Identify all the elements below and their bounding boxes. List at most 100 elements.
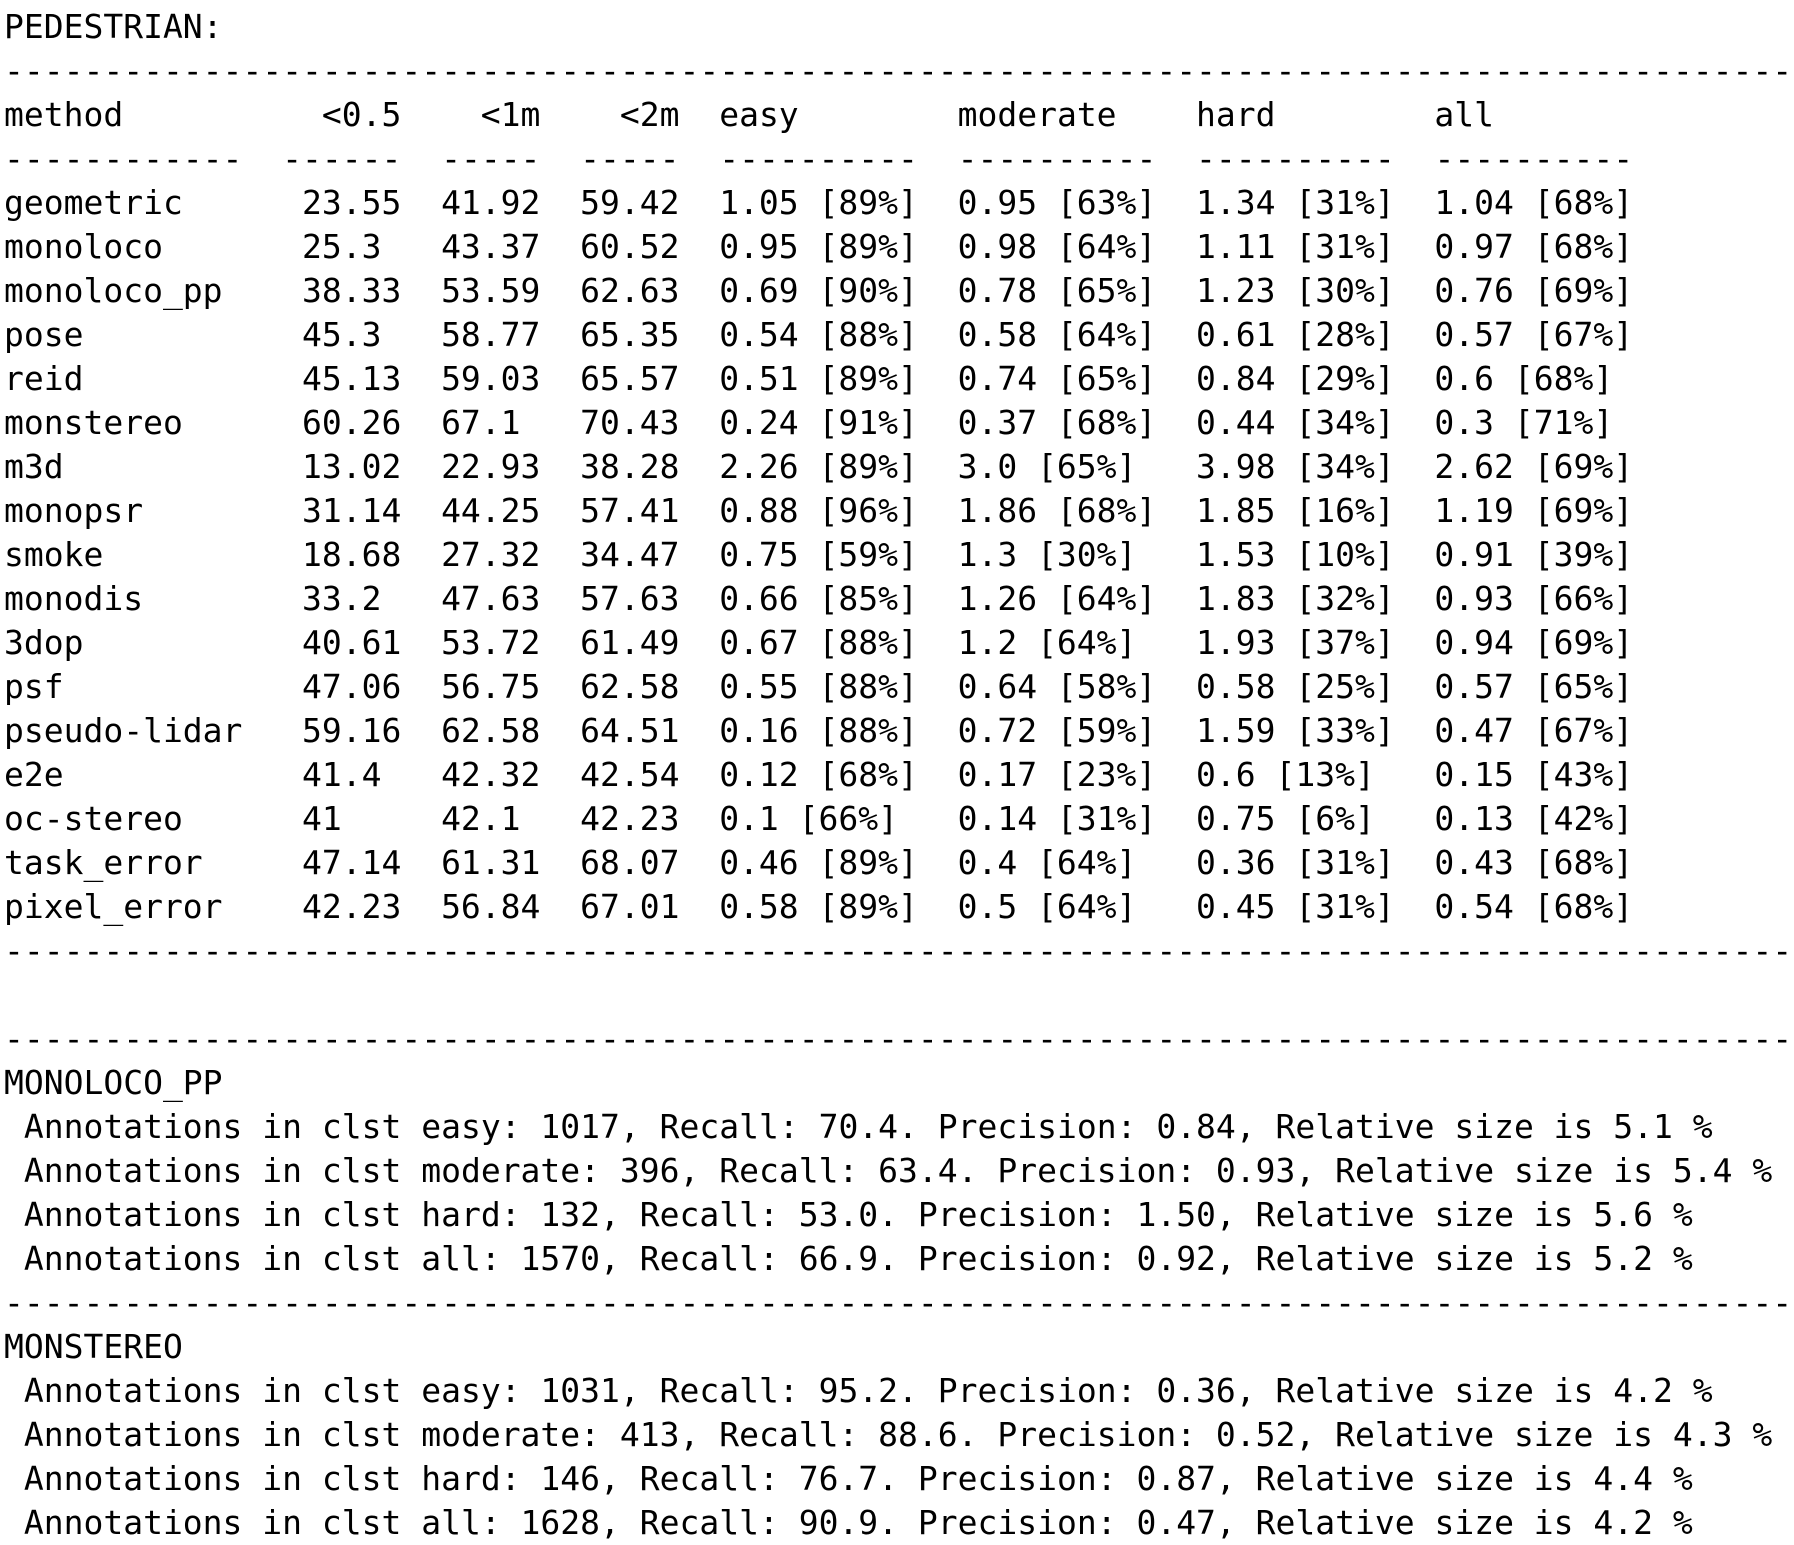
cell-value: 1.85 [16%] [1196, 491, 1395, 530]
cell-value: 1.34 [31%] [1196, 183, 1395, 222]
method-name: reid [4, 359, 84, 398]
summary-title: MONOLOCO_PP [4, 1063, 223, 1102]
cell-value: 0.15 [43%] [1434, 755, 1634, 794]
cell-value: 0.5 [64%] [957, 887, 1137, 926]
summary-line: Annotations in clst all: 1628, Recall: 9… [4, 1503, 1693, 1542]
summary-line: Annotations in clst moderate: 396, Recal… [4, 1151, 1773, 1190]
summary-line: Annotations in clst all: 1570, Recall: 6… [4, 1239, 1693, 1278]
cell-value: 60.52 [580, 227, 680, 266]
cell-value: 58.77 [441, 315, 541, 354]
cell-value: 0.51 [89%] [719, 359, 918, 398]
table-row: monodis 33.2 47.63 57.63 0.66 [85%] 1.26 [64%… [4, 577, 1794, 621]
cell-value: 0.13 [42%] [1434, 799, 1634, 838]
cell-value: 65.35 [580, 315, 680, 354]
cell-value: 42.1 [441, 799, 521, 838]
divider: ----------------------------------------… [4, 51, 1794, 90]
column-header: method [4, 95, 124, 134]
column-header: moderate [957, 95, 1117, 134]
cell-value: 0.46 [89%] [719, 843, 918, 882]
cell-value: 0.72 [59%] [957, 711, 1157, 750]
cell-value: 23.55 [302, 183, 402, 222]
cell-value: 0.67 [88%] [719, 623, 918, 662]
cell-value: 42.32 [441, 755, 541, 794]
method-name: monopsr [4, 491, 144, 530]
table-header: method <0.5 <1m <2m easy moderate hard all [4, 93, 1794, 137]
cell-value: 0.75 [6%] [1196, 799, 1375, 838]
cell-value: 0.45 [31%] [1196, 887, 1395, 926]
cell-value: 1.11 [31%] [1196, 227, 1395, 266]
method-name: geometric [4, 183, 183, 222]
cell-value: 1.05 [89%] [719, 183, 918, 222]
method-name: m3d [4, 447, 64, 486]
table-row: monopsr 31.14 44.25 57.41 0.88 [96%] 1.86 [68… [4, 489, 1794, 533]
blank-line [4, 973, 1794, 1017]
cell-value: 62.63 [580, 271, 680, 310]
method-name: task_error [4, 843, 203, 882]
cell-value: 22.93 [441, 447, 541, 486]
cell-value: 0.69 [90%] [719, 271, 918, 310]
cell-value: 0.44 [34%] [1196, 403, 1395, 442]
cell-value: 61.31 [441, 843, 541, 882]
cell-value: 0.1 [66%] [719, 799, 898, 838]
cell-value: 47.06 [302, 667, 402, 706]
cell-value: 0.57 [65%] [1434, 667, 1634, 706]
cell-value: 67.01 [580, 887, 680, 926]
cell-value: 0.74 [65%] [957, 359, 1157, 398]
table-row: monoloco_pp 38.33 53.59 62.63 0.69 [90%] 0.78… [4, 269, 1794, 313]
method-name: monoloco [4, 227, 163, 266]
cell-value: 42.23 [302, 887, 402, 926]
cell-value: 1.53 [10%] [1196, 535, 1395, 574]
column-header: all [1434, 95, 1495, 134]
cell-value: 41.4 [302, 755, 382, 794]
method-name: oc-stereo [4, 799, 183, 838]
cell-value: 0.3 [71%] [1434, 403, 1614, 442]
column-header: easy [719, 95, 799, 134]
cell-value: 0.94 [69%] [1434, 623, 1634, 662]
method-name: 3dop [4, 623, 84, 662]
cell-value: 38.28 [580, 447, 680, 486]
cell-value: 0.12 [68%] [719, 755, 918, 794]
cell-value: 45.13 [302, 359, 402, 398]
cell-value: 34.47 [580, 535, 680, 574]
summary-line: Annotations in clst hard: 146, Recall: 7… [4, 1459, 1693, 1498]
cell-value: 62.58 [580, 667, 680, 706]
cell-value: 64.51 [580, 711, 680, 750]
cell-value: 0.4 [64%] [957, 843, 1137, 882]
cell-value: 33.2 [302, 579, 382, 618]
table-row: monstereo 60.26 67.1 70.43 0.24 [91%] 0.37 [6… [4, 401, 1794, 445]
column-header: <2m [619, 95, 680, 134]
cell-value: 43.37 [441, 227, 541, 266]
method-name: monstereo [4, 403, 183, 442]
cell-value: 42.23 [580, 799, 680, 838]
method-name: smoke [4, 535, 104, 574]
cell-value: 0.98 [64%] [957, 227, 1157, 266]
table-row: m3d 13.02 22.93 38.28 2.26 [89%] 3.0 [65%] 3.9… [4, 445, 1794, 489]
cell-value: 0.47 [67%] [1434, 711, 1634, 750]
cell-value: 1.23 [30%] [1196, 271, 1395, 310]
table-row: pseudo-lidar 59.16 62.58 64.51 0.16 [88%] 0.7… [4, 709, 1794, 753]
method-name: pseudo-lidar [4, 711, 243, 750]
table-row: monoloco 25.3 43.37 60.52 0.95 [89%] 0.98 [64… [4, 225, 1794, 269]
cell-value: 0.54 [88%] [719, 315, 918, 354]
cell-value: 0.43 [68%] [1434, 843, 1634, 882]
table-row: oc-stereo 41 42.1 42.23 0.1 [66%] 0.14 [31%] 0… [4, 797, 1794, 841]
cell-value: 0.58 [64%] [957, 315, 1157, 354]
cell-value: 0.91 [39%] [1434, 535, 1634, 574]
cell-value: 0.6 [68%] [1434, 359, 1614, 398]
cell-value: 0.57 [67%] [1434, 315, 1634, 354]
cell-value: 0.24 [91%] [719, 403, 918, 442]
cell-value: 42.54 [580, 755, 680, 794]
table-row: psf 47.06 56.75 62.58 0.55 [88%] 0.64 [58%] 0.… [4, 665, 1794, 709]
cell-value: 1.83 [32%] [1196, 579, 1395, 618]
table-row: reid 45.13 59.03 65.57 0.51 [89%] 0.74 [65%] 0… [4, 357, 1794, 401]
method-name: monodis [4, 579, 144, 618]
summary-line: Annotations in clst easy: 1017, Recall: … [4, 1107, 1713, 1146]
cell-value: 1.19 [69%] [1434, 491, 1634, 530]
cell-value: 41 [302, 799, 342, 838]
cell-value: 0.16 [88%] [719, 711, 918, 750]
cell-value: 0.95 [89%] [719, 227, 918, 266]
cell-value: 0.95 [63%] [957, 183, 1157, 222]
table-row: geometric 23.55 41.92 59.42 1.05 [89%] 0.95 [… [4, 181, 1794, 225]
cell-value: 0.58 [89%] [719, 887, 918, 926]
